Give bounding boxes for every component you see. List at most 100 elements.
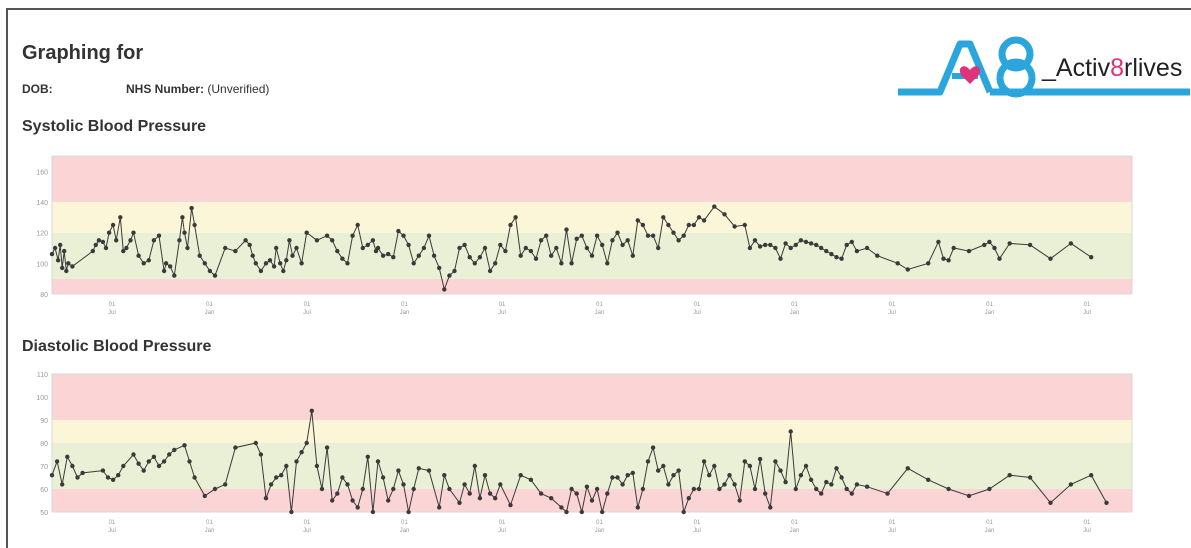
x-tick-month-5: Jan — [595, 528, 605, 534]
data-point — [182, 443, 187, 448]
data-point — [747, 245, 753, 251]
x-tick-month-10: Jul — [1083, 528, 1091, 534]
data-point — [559, 505, 564, 510]
data-point — [533, 256, 539, 261]
data-point — [1027, 475, 1033, 480]
diastolic-chart: 50 60 70 80 90 100 110 01 Jul 01 Jan 01 Jul 01 Jan 01 Ju… — [36, 372, 1133, 534]
data-point — [49, 473, 55, 478]
data-point — [131, 230, 136, 235]
data-point — [936, 239, 941, 245]
data-point — [615, 475, 620, 480]
data-point — [442, 473, 447, 478]
data-point — [375, 459, 381, 464]
y-tick-label-0: 80 — [40, 292, 48, 299]
x-tick-month-7: Jan — [790, 528, 800, 534]
data-point — [477, 496, 483, 501]
data-point — [207, 268, 213, 274]
data-point — [375, 245, 381, 251]
data-point — [314, 463, 320, 469]
data-point — [163, 261, 169, 266]
x-tick-day-5: 01 — [596, 520, 603, 526]
data-point — [355, 505, 360, 510]
data-point — [49, 251, 55, 257]
x-tick-month-6: Jul — [693, 310, 701, 316]
data-point — [528, 248, 534, 254]
data-point — [156, 233, 162, 238]
x-tick-day-0: 01 — [109, 520, 116, 526]
data-point — [635, 505, 640, 510]
x-tick-day-2: 01 — [304, 520, 311, 526]
x-tick-month-8: Jul — [888, 310, 896, 316]
data-point — [482, 245, 488, 251]
data-point — [625, 238, 630, 243]
data-point — [151, 454, 157, 459]
data-point — [538, 238, 544, 243]
data-point — [666, 482, 671, 487]
data-point — [803, 239, 809, 245]
data-point — [380, 475, 386, 480]
data-point — [992, 245, 997, 251]
data-point — [116, 473, 121, 478]
x-tick-month-2: Jul — [303, 310, 311, 316]
data-point — [431, 253, 437, 258]
diastolic-chart-title: Diastolic Blood Pressure — [22, 338, 212, 355]
data-point — [630, 253, 635, 258]
data-point — [421, 245, 427, 251]
data-point — [335, 248, 340, 254]
data-point — [727, 473, 732, 478]
x-tick-month-3: Jan — [400, 310, 410, 316]
data-point — [1007, 473, 1012, 478]
data-point — [258, 268, 264, 274]
data-point — [386, 251, 391, 257]
data-point — [579, 233, 584, 238]
data-point — [1089, 473, 1094, 478]
x-tick-month-9: Jan — [985, 310, 995, 316]
data-point — [656, 468, 661, 473]
data-point — [180, 215, 185, 220]
logo-wordmark: _Activ8rlives — [1042, 54, 1183, 82]
x-tick-month-10: Jul — [1083, 310, 1091, 316]
data-point — [167, 452, 172, 457]
data-point — [966, 248, 972, 254]
data-point — [202, 261, 207, 266]
data-point — [671, 473, 676, 478]
x-tick-day-7: 01 — [791, 302, 798, 308]
data-point — [457, 500, 462, 505]
x-tick-day-2: 01 — [304, 302, 311, 308]
data-point — [707, 473, 712, 478]
plot-border — [51, 373, 1133, 513]
data-point — [691, 222, 697, 228]
data-point — [712, 204, 717, 209]
data-point — [926, 477, 931, 482]
data-point — [437, 265, 442, 271]
data-point — [559, 261, 564, 266]
data-point — [518, 473, 523, 478]
data-point — [569, 486, 574, 492]
data-point — [345, 261, 350, 266]
data-point — [278, 261, 283, 266]
data-point — [268, 482, 274, 487]
data-point — [722, 212, 727, 217]
y-tick-label-5: 100 — [36, 395, 48, 402]
data-point — [650, 445, 656, 450]
data-point — [1068, 482, 1074, 487]
data-point — [701, 218, 707, 223]
data-point — [630, 470, 635, 476]
data-point — [187, 459, 192, 464]
x-tick-day-1: 01 — [206, 520, 213, 526]
data-point — [600, 242, 605, 248]
data-point — [905, 466, 910, 471]
data-point — [544, 233, 549, 238]
data-point — [223, 245, 228, 251]
data-point — [146, 258, 151, 263]
data-point — [360, 245, 365, 251]
data-point — [732, 224, 737, 229]
data-point — [798, 473, 804, 478]
data-point — [849, 239, 854, 245]
plot-border — [51, 155, 1133, 295]
data-point — [482, 473, 488, 478]
x-tick-month-7: Jan — [790, 310, 800, 316]
nhs-value: (Unverified) — [207, 82, 270, 96]
data-point — [793, 242, 798, 248]
data-point — [605, 261, 610, 266]
